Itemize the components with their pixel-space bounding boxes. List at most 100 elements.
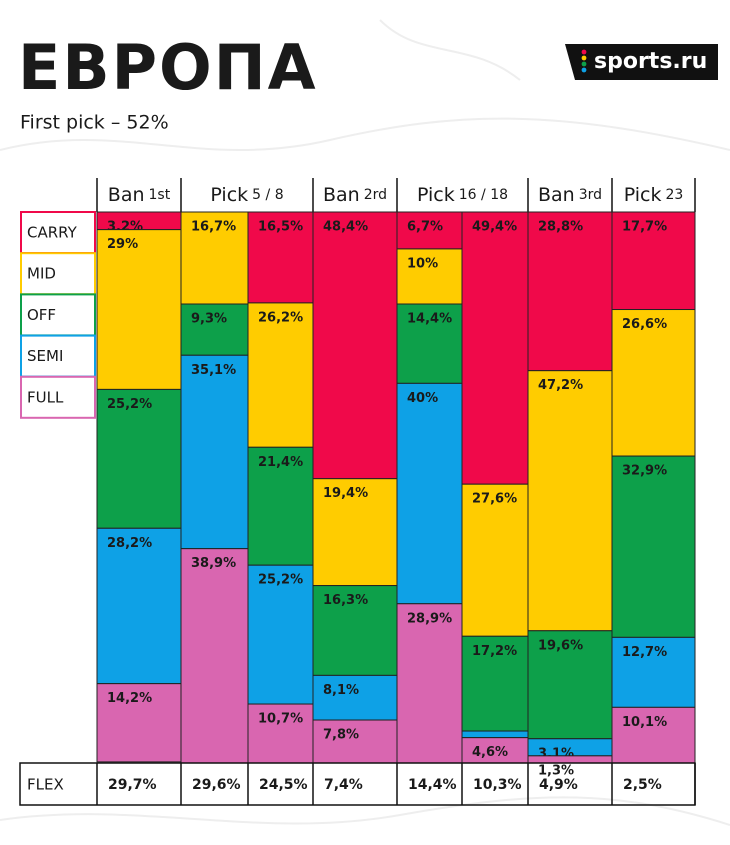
logo-text: sports.ru [594, 49, 707, 74]
flex-label: 14,4% [408, 777, 457, 793]
segment [461, 730, 529, 739]
segment-label: 14,2% [107, 691, 152, 706]
segment [527, 211, 613, 372]
segment [461, 635, 529, 732]
legend-box [20, 375, 96, 419]
segment [527, 755, 613, 764]
segment [396, 603, 463, 764]
flex-label: 24,5% [259, 777, 308, 793]
segment-label: 26,2% [258, 310, 303, 325]
segment-label: 49,4% [472, 220, 517, 235]
flex-label: 7,4% [324, 777, 363, 793]
segment-label: 6,7% [407, 220, 443, 235]
segment [96, 527, 182, 685]
segment [461, 483, 529, 637]
header-sub: 2rd [364, 187, 387, 203]
column-header: Pick 16 / 18 [417, 184, 508, 206]
segment [396, 382, 463, 605]
segment-label: 17,7% [622, 220, 667, 235]
segment-label: 16,7% [191, 220, 236, 235]
column-header: Ban 3rd [538, 184, 602, 206]
segment [611, 706, 696, 764]
segment-label: 17,2% [472, 644, 517, 659]
flex-label: 10,3% [473, 777, 522, 793]
segment [611, 309, 696, 457]
legend-box [20, 252, 96, 296]
segment-label: 8,1% [323, 683, 359, 698]
segment-label: 10,7% [258, 712, 303, 727]
legend-label: CARRY [27, 224, 78, 242]
segment-label: 32,9% [622, 464, 667, 479]
segment [396, 211, 463, 250]
flex-label: 2,5% [623, 777, 662, 793]
segment [312, 211, 398, 480]
segment [527, 630, 613, 740]
segment [611, 211, 696, 311]
header-sub: 1st [149, 187, 171, 203]
legend-box [20, 211, 96, 254]
segment-label: 25,2% [258, 573, 303, 588]
segment-label: 47,2% [538, 378, 583, 393]
segment [180, 548, 249, 764]
segment [180, 303, 249, 356]
header-sub: 23 [665, 187, 683, 203]
segment-label: 48,4% [323, 220, 368, 235]
legend-label: MID [27, 265, 56, 283]
segment-label: 35,1% [191, 363, 236, 378]
segment-label: 40% [407, 391, 438, 406]
header-name: Ban [323, 184, 360, 206]
column-header: Ban 2rd [323, 184, 387, 206]
legend-label: FULL [27, 388, 64, 406]
segment [611, 455, 696, 638]
segment-label: 7,8% [323, 728, 359, 743]
flex-label: 29,7% [108, 777, 157, 793]
flex-name: FLEX [27, 776, 64, 794]
segment-label: 10,1% [622, 715, 667, 730]
header-sub: 16 / 18 [459, 187, 508, 203]
segment-label: 29% [107, 237, 138, 252]
logo: sports.ru [565, 44, 718, 80]
segment-label: 16,3% [323, 593, 368, 608]
header-name: Ban [108, 184, 145, 206]
segment [180, 211, 249, 305]
legend-label: SEMI [27, 347, 63, 365]
segment-label: 4,6% [472, 745, 508, 760]
segment-label: 28,2% [107, 536, 152, 551]
segment [396, 248, 463, 305]
header-name: Pick [624, 184, 662, 206]
header-sub: 3rd [579, 187, 602, 203]
segment-label: 16,5% [258, 220, 303, 235]
flex-label: 4,9% [539, 777, 578, 793]
segment [611, 636, 696, 708]
header-name: Pick [417, 184, 455, 206]
flex-label: 29,6% [192, 777, 241, 793]
column-header: Pick 5 / 8 [210, 184, 283, 206]
segment-label: 10% [407, 256, 438, 271]
legend-box [20, 293, 96, 337]
segment-label: 26,6% [622, 317, 667, 332]
subtitle: First pick – 52% [20, 112, 169, 134]
segment-label: 1,3% [538, 763, 574, 778]
segment-label: 19,4% [323, 486, 368, 501]
header-name: Pick [210, 184, 248, 206]
segment-label: 9,3% [191, 312, 227, 327]
segment-label: 28,8% [538, 220, 583, 235]
segment [247, 564, 314, 705]
segment-label: 21,4% [258, 455, 303, 470]
segment-label: 19,6% [538, 638, 583, 653]
segment [527, 370, 613, 632]
segment [96, 388, 182, 529]
flex-row [19, 762, 696, 806]
segment-label: 25,2% [107, 397, 152, 412]
header-sub: 5 / 8 [252, 187, 283, 203]
column-header: Pick 23 [624, 184, 684, 206]
title: ЕВРОПА [18, 31, 318, 104]
segment [312, 478, 398, 587]
segment [396, 303, 463, 384]
segment-label: 12,7% [622, 645, 667, 660]
segment [96, 229, 182, 390]
header-name: Ban [538, 184, 575, 206]
